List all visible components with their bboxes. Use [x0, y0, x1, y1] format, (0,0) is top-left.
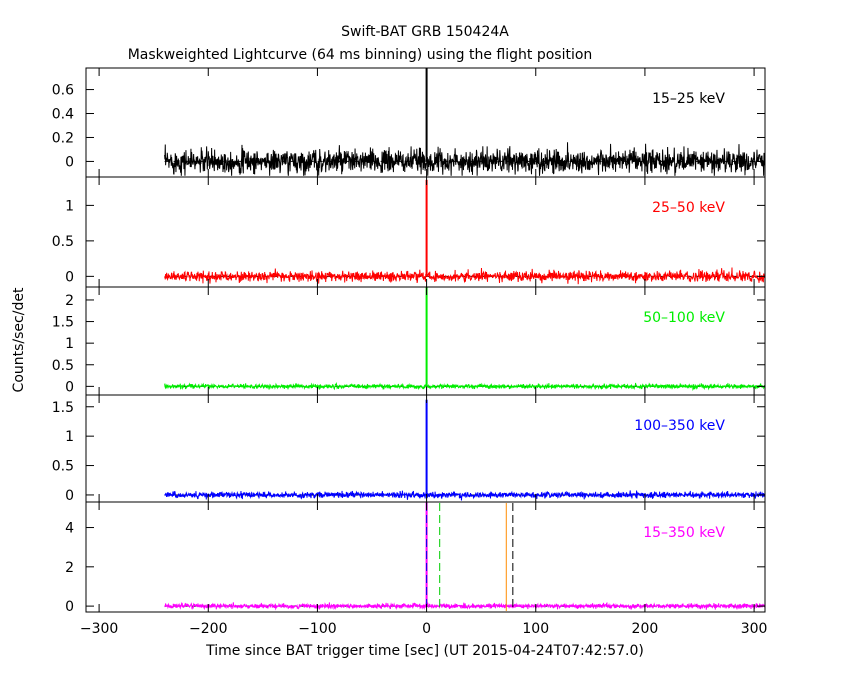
band-label: 15–350 keV	[643, 525, 725, 541]
x-tick-label: −300	[80, 621, 118, 637]
y-tick-label: 1	[65, 429, 74, 445]
y-tick-label: 2	[65, 293, 74, 309]
y-tick-label: 0.5	[52, 234, 74, 250]
y-tick-label: 0.5	[52, 459, 74, 475]
y-tick-label: 4	[65, 521, 74, 537]
series-line	[164, 490, 766, 501]
y-tick-label: 0	[65, 488, 74, 504]
x-tick-label: 0	[422, 621, 431, 637]
y-tick-label: 0.4	[52, 107, 74, 123]
x-tick-label: 100	[522, 621, 549, 637]
series-line	[164, 267, 766, 285]
x-tick-label: 300	[741, 621, 768, 637]
panel-3: 0 0.5 1 1.5 2 50–100 keV	[52, 286, 766, 396]
y-tick-label: 0	[65, 154, 74, 170]
panel-4: 0 0.5 1 1.5 100–350 keV	[52, 394, 766, 504]
y-tick-label: 1.5	[52, 315, 74, 331]
y-tick-label: 0.6	[52, 83, 74, 99]
panel-1: 0 0.2 0.4 0.6 15–25 keV	[52, 67, 766, 178]
y-tick-label: 1	[65, 336, 74, 352]
y-tick-label: 0	[65, 379, 74, 395]
series-line	[164, 601, 766, 611]
x-axis-label: Time since BAT trigger time [sec] (UT 20…	[205, 643, 644, 659]
chart-title: Swift-BAT GRB 150424A	[341, 24, 509, 40]
panel-5: 0 2 4 15–350 keV	[65, 501, 766, 615]
panel-frame	[85, 394, 766, 503]
band-label: 100–350 keV	[634, 418, 725, 434]
y-tick-label: 0.5	[52, 358, 74, 374]
y-tick-label: 0	[65, 599, 74, 615]
band-label: 50–100 keV	[643, 310, 725, 326]
y-tick-label: 1	[65, 198, 74, 214]
panel-frame	[85, 501, 766, 613]
chart-subtitle: Maskweighted Lightcurve (64 ms binning) …	[128, 47, 593, 63]
panel-frame	[85, 286, 766, 396]
panel-frame	[85, 176, 766, 288]
x-tick-label: −200	[189, 621, 227, 637]
y-axis-label: Counts/sec/det	[11, 287, 27, 392]
band-label: 25–50 keV	[652, 200, 725, 216]
panel-2: 0 0.5 1 25–50 keV	[52, 176, 766, 288]
y-tick-label: 0.2	[52, 130, 74, 146]
y-tick-label: 2	[65, 560, 74, 576]
series-line	[164, 381, 766, 392]
x-tick-label: −100	[298, 621, 336, 637]
x-tick-label: 200	[632, 621, 659, 637]
band-label: 15–25 keV	[652, 91, 725, 107]
y-tick-label: 0	[65, 269, 74, 285]
series-line	[164, 142, 766, 176]
y-tick-label: 1.5	[52, 400, 74, 416]
panels: 0 0.2 0.4 0.6 15–25 keV 0 0.5 1 25–50 keV 0 0.5 1 1.…	[52, 67, 768, 637]
